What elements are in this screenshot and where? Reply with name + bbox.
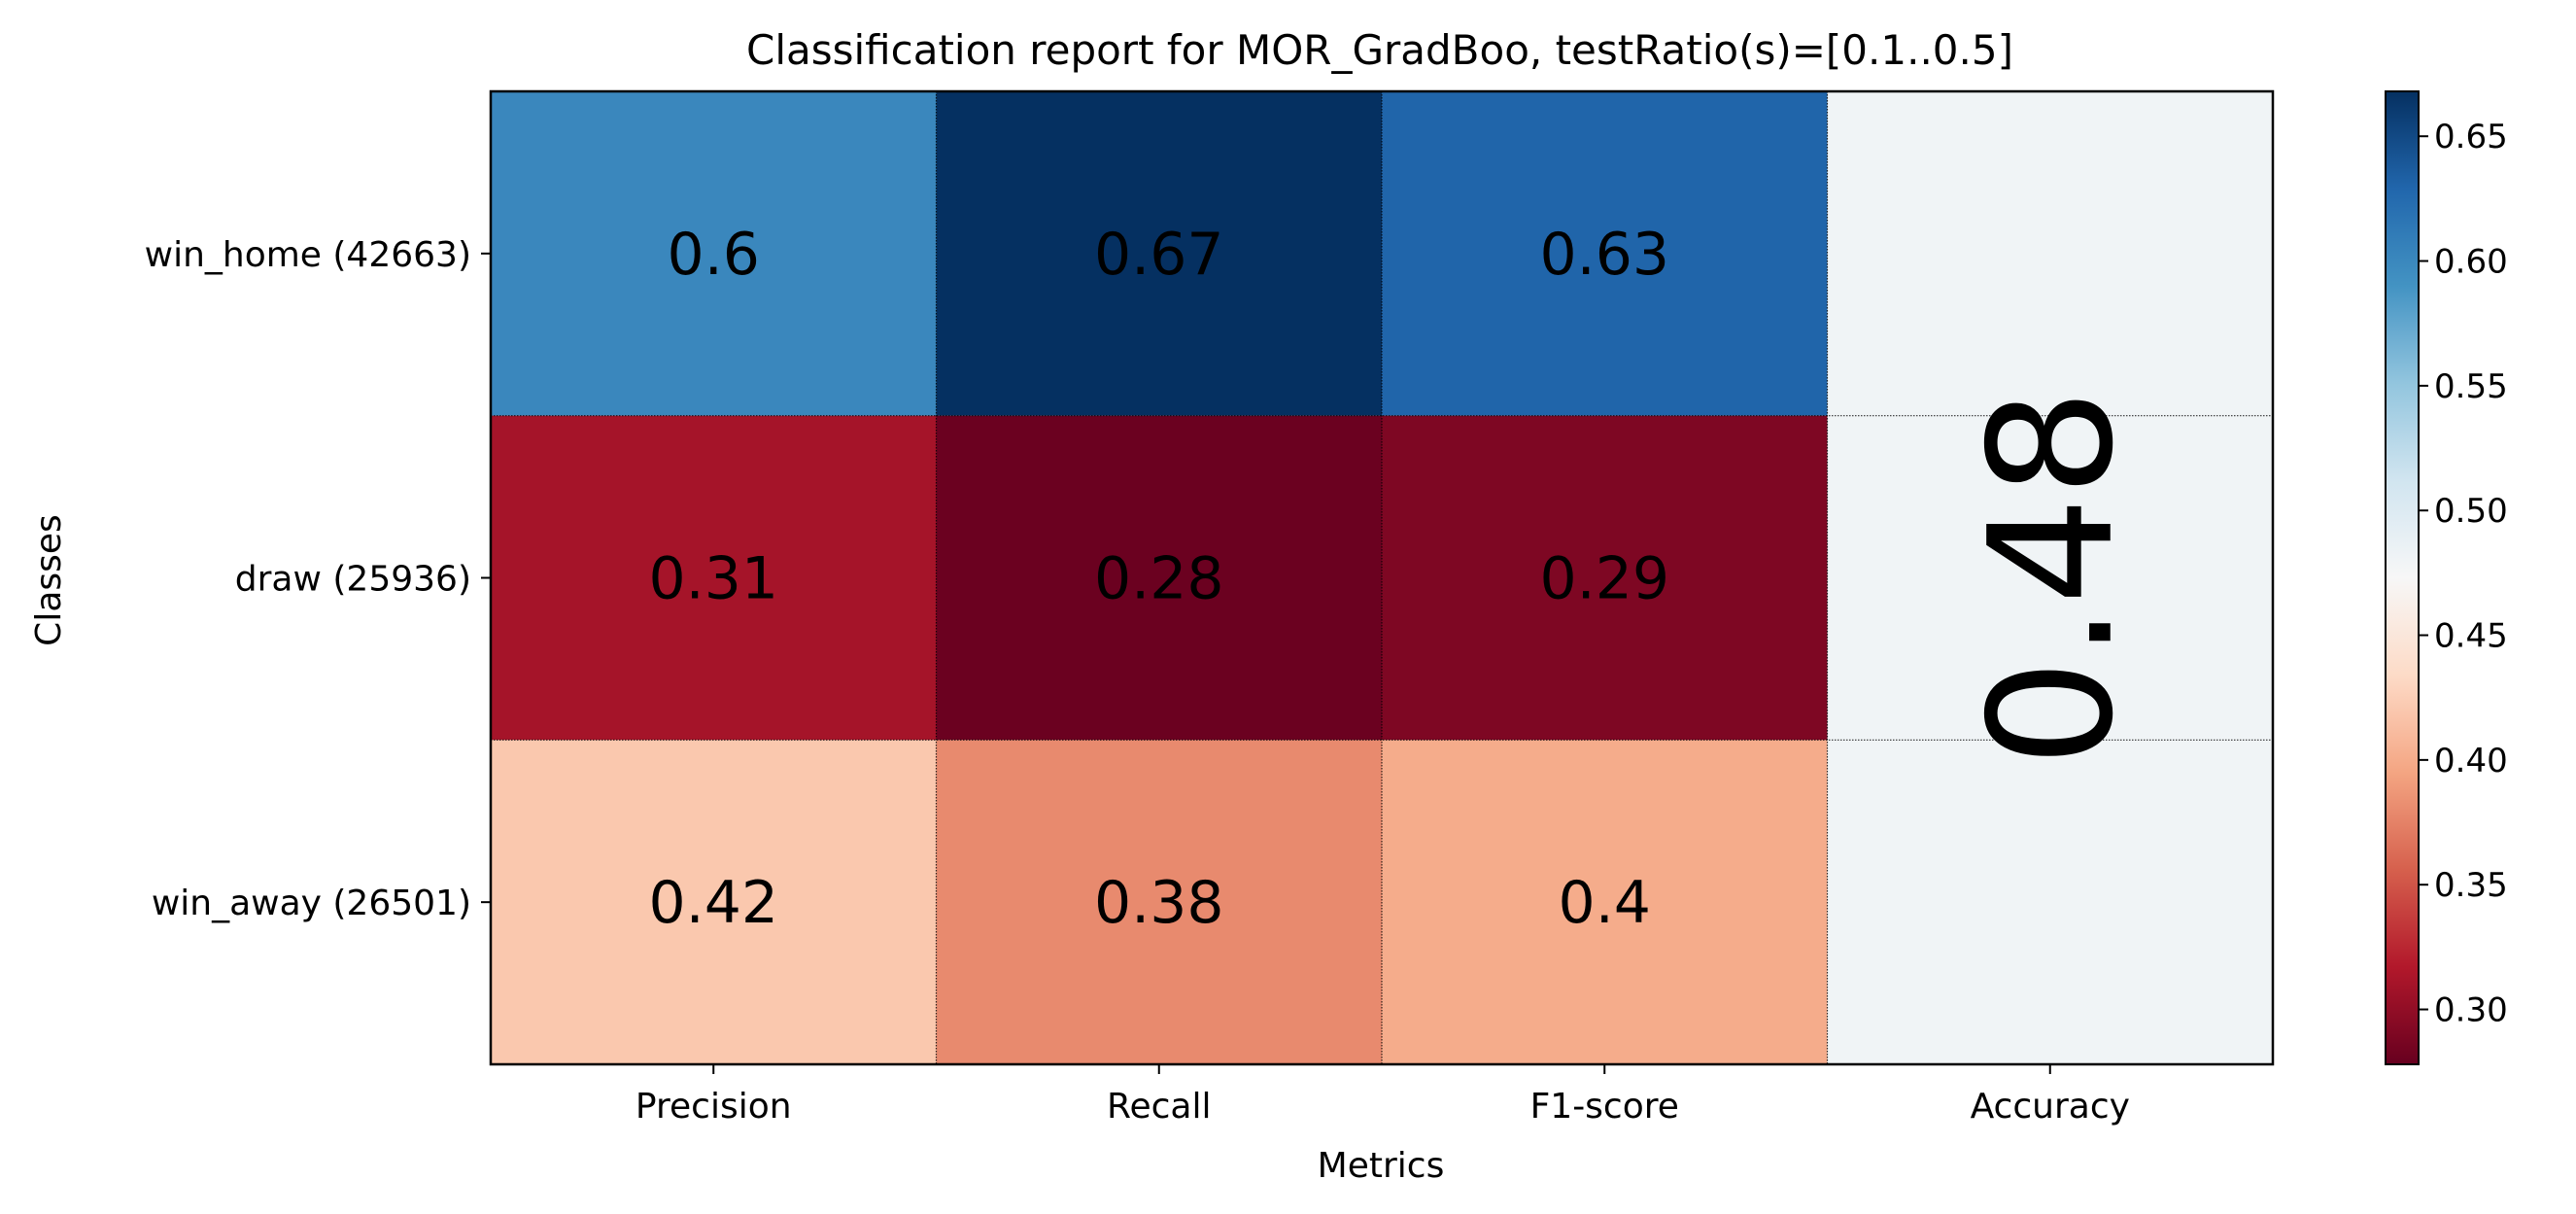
heatmap-cell <box>1382 740 1828 1064</box>
heatmap-cell-value: 0.28 <box>1094 545 1224 613</box>
colorbar-gradient <box>2385 90 2420 1065</box>
heatmap-cell-value: 0.6 <box>668 221 760 289</box>
y-tick-label: win_away (26501) <box>152 884 471 923</box>
x-tick-label: Precision <box>635 1087 792 1127</box>
heatmap-cell-value: 0.31 <box>648 545 778 613</box>
heatmap-cell-value: 0.42 <box>648 869 778 937</box>
x-tick-label: Accuracy <box>1971 1087 2130 1127</box>
colorbar-tick-label: 0.55 <box>2434 367 2508 406</box>
x-tick-label: Recall <box>1107 1087 1211 1127</box>
heatmap-cell <box>491 740 937 1064</box>
colorbar-tick-label: 0.40 <box>2434 742 2508 780</box>
y-tick-label: win_home (42663) <box>145 235 471 275</box>
heatmap-cell <box>936 415 1382 741</box>
x-axis-label: Metrics <box>1318 1146 1445 1186</box>
accuracy-value: 0.48 <box>1954 389 2151 768</box>
y-tick-label: draw (25936) <box>235 560 471 600</box>
colorbar-tick-label: 0.35 <box>2434 866 2508 905</box>
accuracy-cell <box>1827 91 2273 1064</box>
chart-title: Classification report for MOR_GradBoo, t… <box>746 26 2013 74</box>
heatmap-axes: Precision Recall F1-score Accuracy win_home … <box>145 89 2275 1127</box>
heatmap-cell-value: 0.63 <box>1539 221 1669 289</box>
heatmap-cell-value: 0.67 <box>1094 221 1224 289</box>
x-tick-label: F1-score <box>1530 1087 1679 1127</box>
heatmap-cell-value: 0.29 <box>1539 545 1669 613</box>
heatmap-cell-labels: 0.6 0.67 0.63 0.31 0.28 0.29 0.42 0.38 0.4 0.48 <box>648 221 2150 937</box>
heatmap-cell <box>491 415 937 741</box>
heatmap-cell-value: 0.4 <box>1559 869 1651 937</box>
heatmap-cell <box>936 740 1382 1064</box>
y-axis-label: Classes <box>29 514 69 646</box>
heatmap-cells <box>491 91 2273 1064</box>
colorbar-tick-label: 0.30 <box>2434 991 2508 1030</box>
colorbar-tick-label: 0.65 <box>2434 118 2508 156</box>
heatmap-cell <box>491 91 937 416</box>
heatmap-cell <box>1382 91 1828 416</box>
heatmap-cell <box>1382 415 1828 741</box>
colorbar-tick-label: 0.45 <box>2434 617 2508 656</box>
heatmap-cell-value: 0.38 <box>1094 869 1224 937</box>
heatmap-cell <box>936 91 1382 416</box>
colorbar-tick-label: 0.60 <box>2434 243 2508 282</box>
colorbar-tick-label: 0.50 <box>2434 492 2508 531</box>
colorbar: 0.30 0.35 0.40 0.45 0.50 0.55 0.60 0.65 <box>2385 90 2508 1065</box>
